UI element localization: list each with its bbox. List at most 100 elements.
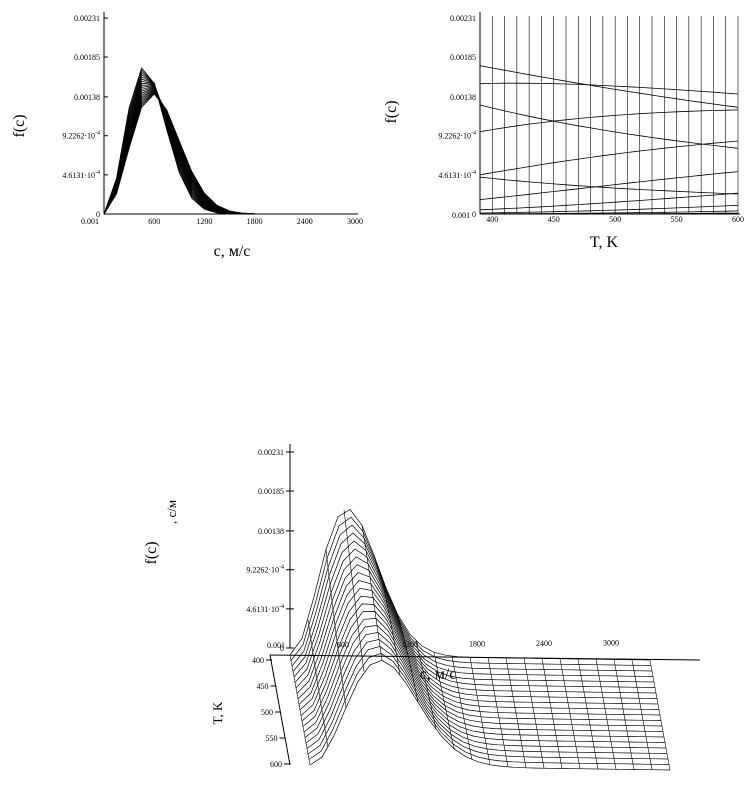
series-line (479, 109, 739, 133)
y-tick-label: 0.00138 (74, 93, 100, 102)
mesh-line (487, 657, 509, 767)
x-tick-label: 2400 (297, 217, 313, 226)
mesh-line (595, 659, 617, 770)
x-axis-label: c, м/с (214, 243, 251, 260)
c-tick-label: 3000 (603, 639, 619, 648)
c-tick-label: 1200 (402, 640, 418, 649)
series-line (479, 65, 739, 108)
mesh-line (293, 540, 655, 683)
mesh-line (469, 657, 491, 765)
grid-lines (479, 16, 739, 214)
z-tick-label: 0.00138 (258, 527, 284, 536)
T-axis (269, 654, 291, 766)
x-tick-labels: 400 450 500 550 600 (486, 215, 744, 224)
mesh-line (295, 556, 657, 694)
x-tick-label: 450 (548, 215, 560, 224)
c-axis-label: c, м/с (420, 666, 457, 683)
z-tick-label: 4.6131·10-4 (246, 604, 284, 614)
T-tick-label: 450 (257, 682, 269, 691)
mesh-line (631, 659, 653, 770)
T-tick-labels: 400 450 500 550 600 (252, 656, 290, 769)
z-tick-label: 0.00185 (258, 487, 284, 496)
T-tick-label: 400 (252, 656, 264, 665)
series-line (479, 104, 739, 149)
y-tick-label: 0 (472, 210, 476, 219)
y-tick-label: 0.00185 (74, 53, 100, 62)
mesh-line (505, 657, 527, 768)
mesh-line (541, 658, 563, 769)
series-line (479, 176, 739, 195)
series-line (479, 204, 739, 214)
mesh-line (379, 571, 401, 675)
mesh-line (309, 660, 671, 771)
z-axis-label: f(c) (143, 541, 160, 564)
y-tick-labels: 0 4.6131·10-4 9.2262·10-4 0.00138 0.00185 0.0… (62, 14, 108, 219)
y-tick-label: 4.6131·10-4 (438, 170, 476, 180)
y-tick-label: 0.00231 (74, 14, 100, 23)
mesh-line (294, 548, 656, 688)
x-tick-label: 1200 (196, 217, 212, 226)
origin-label: 0.001 (452, 211, 470, 220)
surface-mesh (289, 508, 671, 771)
x-tick-label: 550 (671, 215, 683, 224)
mesh-line (415, 640, 437, 730)
y-tick-label: 0 (96, 210, 100, 219)
y-tick-labels: 0 4.6131·10-4 9.2262·10-4 0.00138 0.00185 0.0… (438, 14, 476, 219)
series-line (479, 82, 739, 95)
z-tick-label: 0.00231 (258, 448, 284, 457)
chart-fc-vs-T: 0 4.6131·10-4 9.2262·10-4 0.00138 0.00185 0.0… (383, 12, 744, 251)
y-tick-label: 9.2262·10-4 (62, 131, 100, 141)
mesh-line (289, 654, 311, 766)
x-tick-label: 3000 (347, 217, 363, 226)
x-tick-labels: 0.001 600 1200 1800 2400 3000 (81, 217, 363, 226)
x-tick-label: 500 (609, 215, 621, 224)
c-tick-label: 600 (337, 641, 349, 650)
mesh-line (343, 509, 365, 672)
c-tick-label: 2400 (536, 639, 552, 648)
x-axis-label: T, K (590, 234, 619, 251)
x-tick-label: 0.001 (81, 217, 99, 226)
mesh-line (302, 611, 664, 732)
mesh-line (397, 615, 419, 703)
c-tick-label: 0.001 (267, 641, 285, 650)
series-curves (103, 67, 355, 215)
z-tick-labels: 0 4.6131·10-4 9.2262·10-4 0.00138 0.00185 0.0… (246, 448, 294, 653)
chart-surface-3d: 0 4.6131·10-4 9.2262·10-4 0.00138 0.00185 0.0… (143, 444, 701, 771)
mesh-line (649, 659, 671, 771)
y-tick-label: 0.00185 (450, 53, 476, 62)
x-tick-label: 600 (148, 217, 160, 226)
x-tick-label: 1800 (247, 217, 263, 226)
y-tick-label: 4.6131·10-4 (62, 170, 100, 180)
mesh-line (307, 619, 329, 748)
mesh-line (292, 532, 654, 677)
z-tick-label: 9.2262·10-4 (246, 565, 284, 575)
series-line (479, 192, 739, 211)
mesh-line (613, 659, 635, 770)
series-line (103, 93, 355, 215)
chart-fc-vs-c: 0 4.6131·10-4 9.2262·10-4 0.00138 0.00185 0.0… (11, 12, 363, 260)
series-line (103, 90, 355, 215)
y-tick-label: 9.2262·10-4 (438, 131, 476, 141)
series-curves (479, 65, 739, 215)
z-axis-unit: , с/м (164, 500, 179, 524)
mesh-line (361, 525, 383, 661)
series-line (103, 91, 355, 215)
mesh-line (300, 595, 662, 721)
T-tick-label: 500 (261, 708, 273, 717)
y-axis-label: f(c) (11, 114, 28, 137)
series-line (479, 140, 739, 176)
y-axis-label: f(c) (383, 100, 400, 123)
c-tick-labels: 0.001 600 1200 1800 2400 3000 (267, 639, 619, 651)
y-tick-label: 0.00138 (450, 93, 476, 102)
x-tick-label: 600 (732, 215, 744, 224)
mesh-line (559, 658, 581, 769)
series-line (479, 171, 739, 200)
mesh-line (523, 658, 545, 769)
mesh-line (325, 549, 347, 708)
series-line (103, 92, 355, 215)
mesh-line (451, 656, 473, 760)
T-axis-label: T, K (210, 701, 225, 724)
T-tick-label: 600 (270, 760, 282, 769)
y-tick-label: 0.00231 (450, 14, 476, 23)
